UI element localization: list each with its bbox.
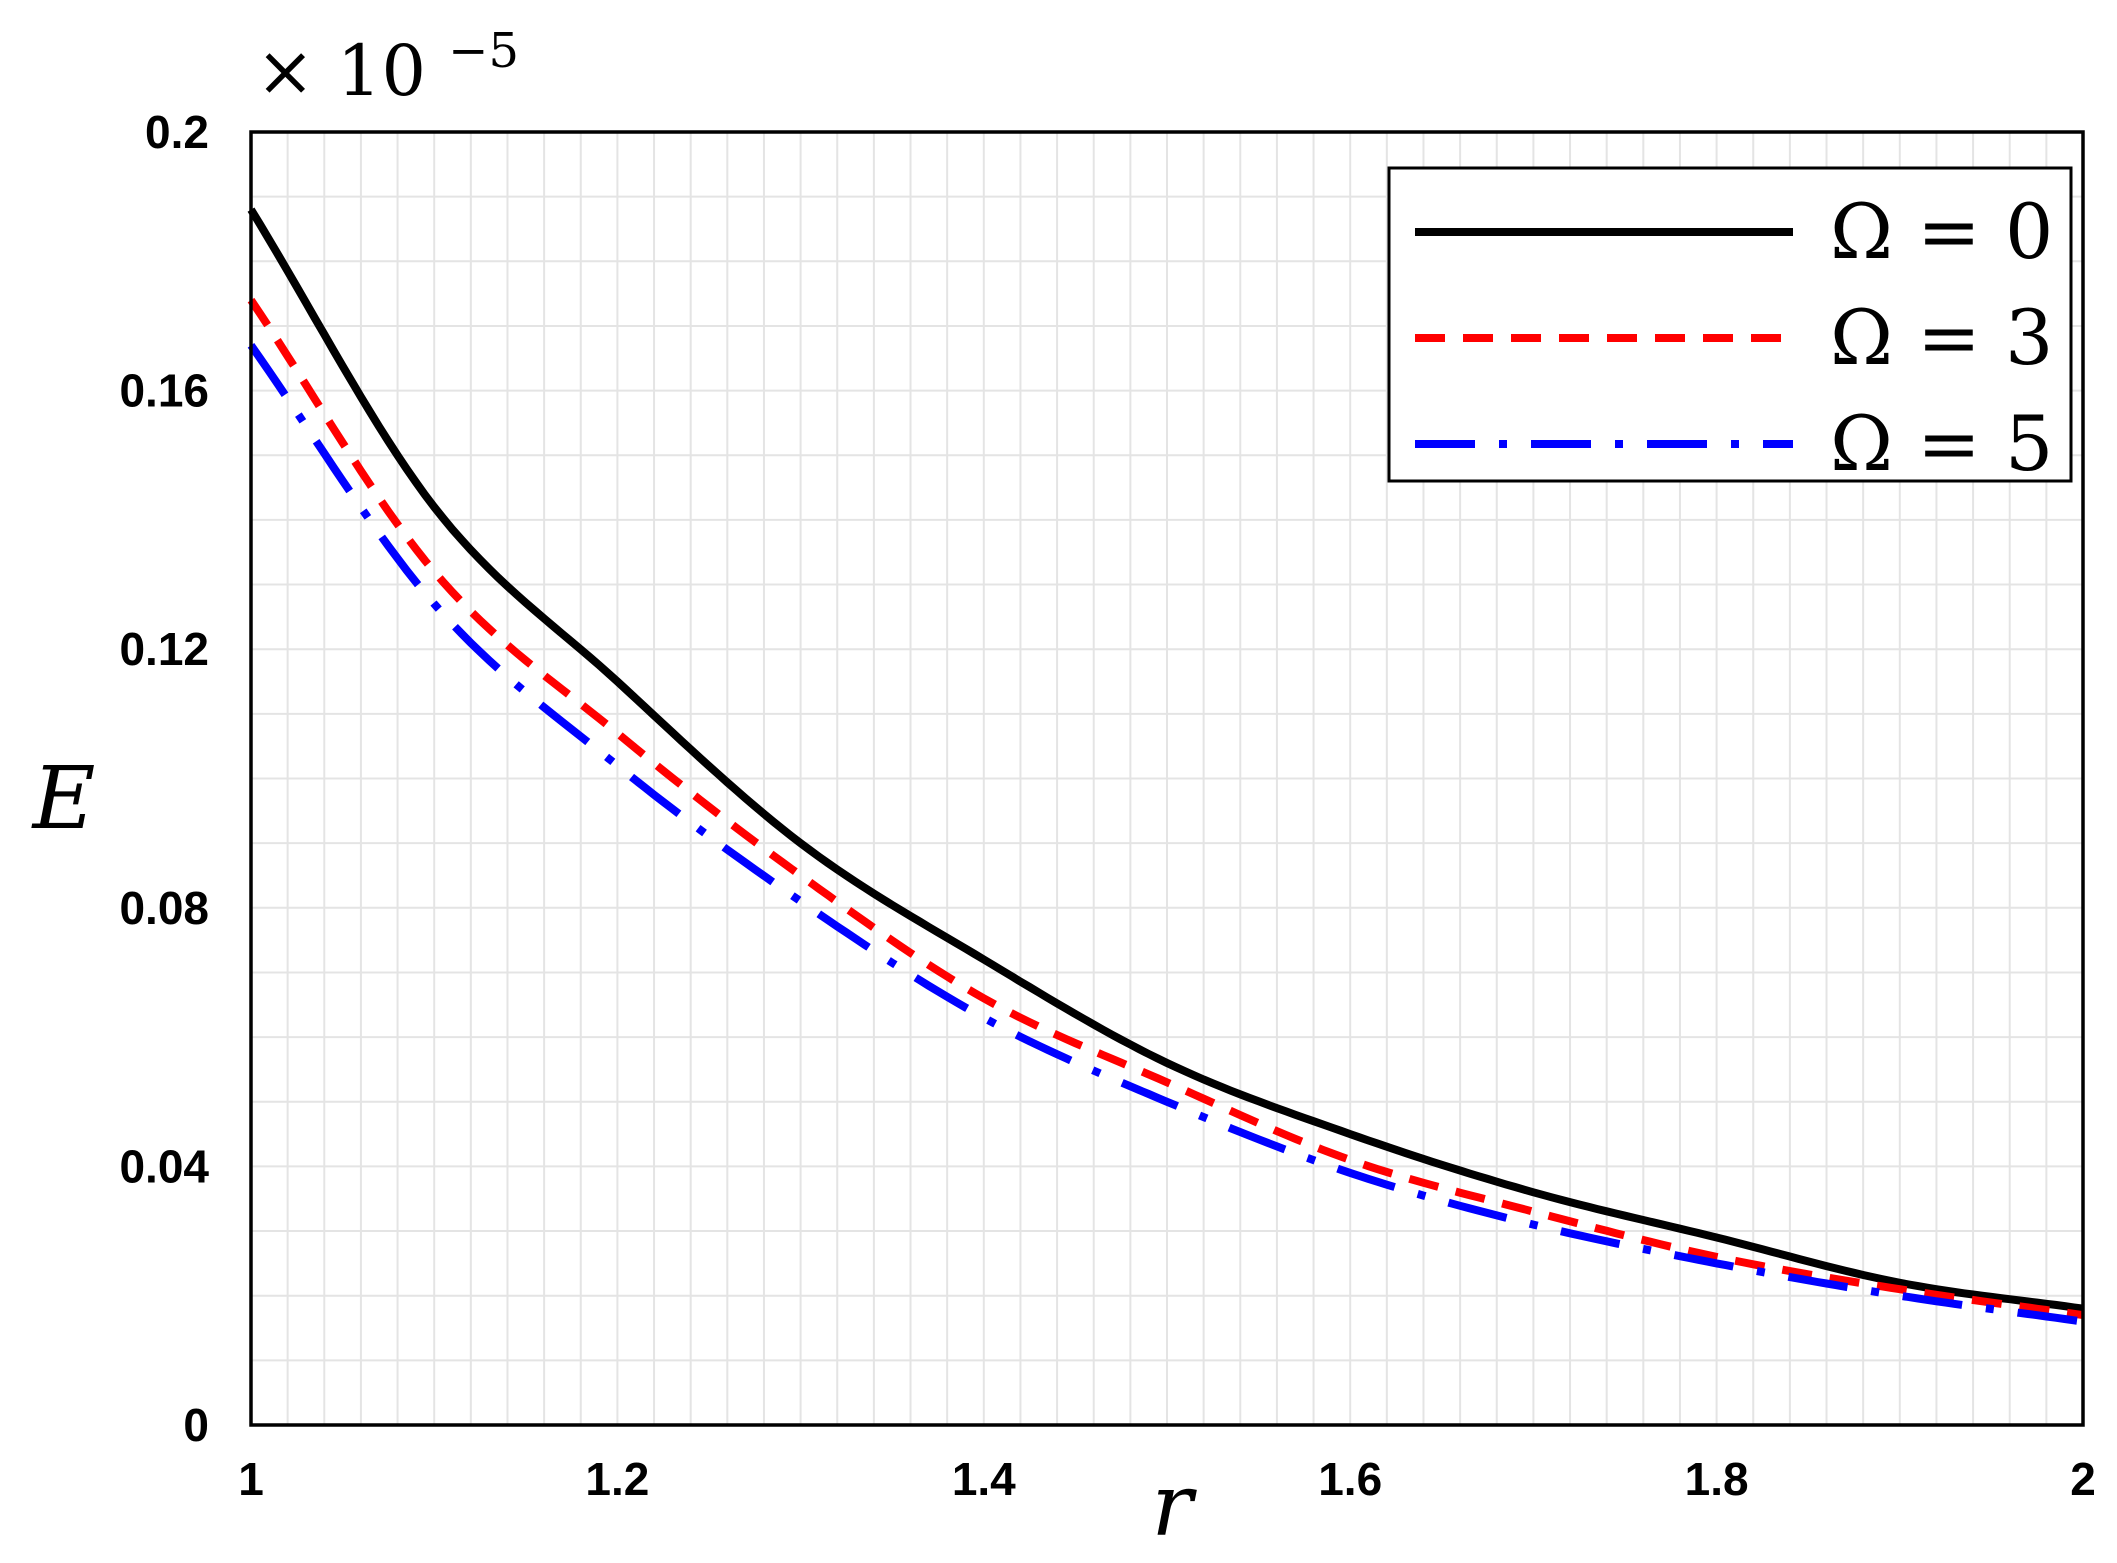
x-tick-label: 2	[2070, 1453, 2096, 1505]
y-tick-label: 0.16	[119, 365, 209, 417]
y-axis-title: E	[31, 749, 96, 849]
x-tick-label: 1.6	[1318, 1453, 1382, 1505]
x-tick-label: 1.2	[585, 1453, 649, 1505]
legend-label-0: Ω = 0	[1830, 187, 2053, 276]
y-tick-labels: 0 0.04 0.08 0.12 0.16 0.2	[119, 106, 209, 1451]
series-line-1	[247, 297, 2084, 1320]
y-axis-multiplier-exponent: −5	[448, 23, 519, 79]
x-tick-label: 1	[238, 1453, 264, 1505]
plot-frame	[249, 130, 2085, 1427]
series-lines	[247, 207, 2084, 1326]
legend-label-2: Ω = 5	[1830, 399, 2053, 488]
series-line-2	[247, 343, 2084, 1326]
y-tick-label: 0.2	[145, 106, 209, 158]
y-tick-label: 0.12	[119, 623, 209, 675]
x-tick-label: 1.4	[952, 1453, 1016, 1505]
x-axis-title: r	[1151, 1456, 1197, 1556]
y-tick-label: 0.04	[119, 1140, 209, 1192]
x-tick-label: 1.8	[1685, 1453, 1749, 1505]
x-tick-labels: 1 1.2 1.4 1.6 1.8 2	[238, 1453, 2096, 1505]
series-line-0	[247, 207, 2084, 1313]
legend-items: Ω = 0 Ω = 3 Ω = 5	[1415, 187, 2053, 488]
y-axis-multiplier: × 10 −5	[256, 23, 519, 112]
y-axis-multiplier-base: × 10	[256, 30, 426, 112]
legend-label-1: Ω = 3	[1830, 293, 2053, 382]
y-tick-label: 0.08	[119, 882, 209, 934]
legend-box	[1387, 166, 2073, 483]
legend: Ω = 0 Ω = 3 Ω = 5	[1387, 166, 2073, 488]
y-tick-label: 0	[183, 1399, 209, 1451]
